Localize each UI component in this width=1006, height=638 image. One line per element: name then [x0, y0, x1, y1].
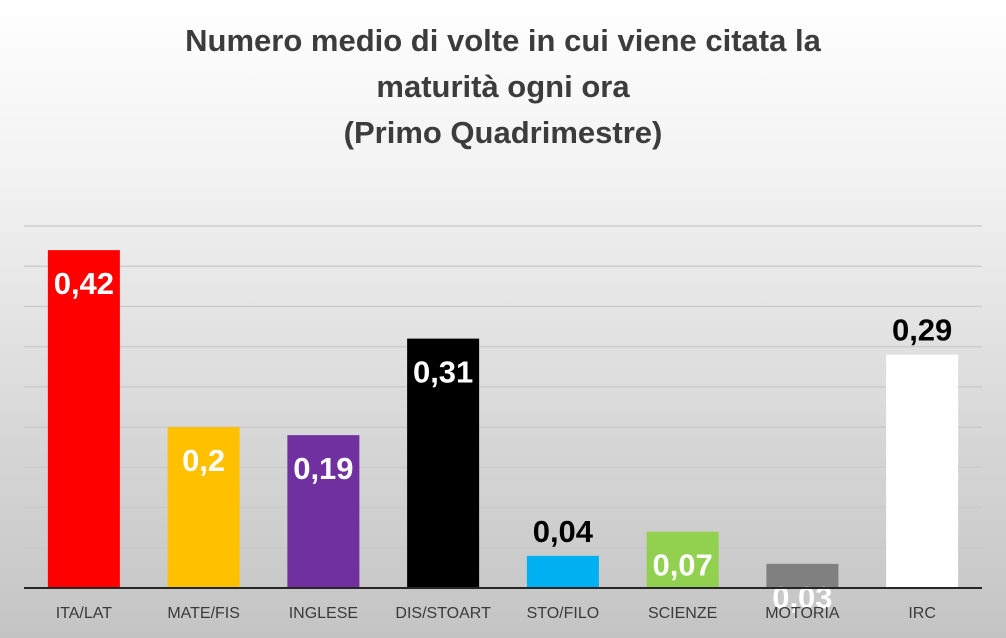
chart-title-line-3: (Primo Quadrimestre) — [343, 115, 663, 150]
category-label-1: MATE/FIS — [167, 605, 240, 622]
data-label-3: 0,31 — [413, 355, 473, 390]
chart-title-line-2: maturità ogni ora — [376, 69, 630, 104]
bar-5 — [646, 531, 719, 588]
chart-title-line-1: Numero medio di volte in cui viene citat… — [185, 23, 821, 58]
bar-2 — [287, 435, 360, 588]
data-label-0: 0,42 — [54, 266, 114, 301]
data-label-1: 0,2 — [182, 443, 225, 478]
chart-title: Numero medio di volte in cui viene citat… — [0, 18, 1006, 156]
bar-7 — [886, 354, 959, 588]
data-label-5: 0,07 — [652, 548, 712, 583]
category-label-6: MOTORIA — [765, 605, 840, 622]
data-label-2: 0,19 — [293, 451, 353, 486]
bar-6 — [766, 563, 839, 588]
category-label-3: DIS/STOART — [395, 605, 491, 622]
bar-0 — [47, 250, 120, 588]
category-label-0: ITA/LAT — [56, 605, 113, 622]
bar-1 — [167, 427, 240, 588]
data-label-7: 0,29 — [892, 313, 952, 348]
data-label-6: 0,03 — [772, 580, 832, 615]
bar-4 — [526, 555, 599, 588]
category-label-7: IRC — [908, 605, 936, 622]
bar-3 — [407, 338, 480, 588]
category-label-5: SCIENZE — [648, 605, 717, 622]
data-label-4: 0,04 — [533, 514, 594, 549]
category-label-4: STO/FILO — [527, 605, 600, 622]
category-label-2: INGLESE — [289, 605, 358, 622]
